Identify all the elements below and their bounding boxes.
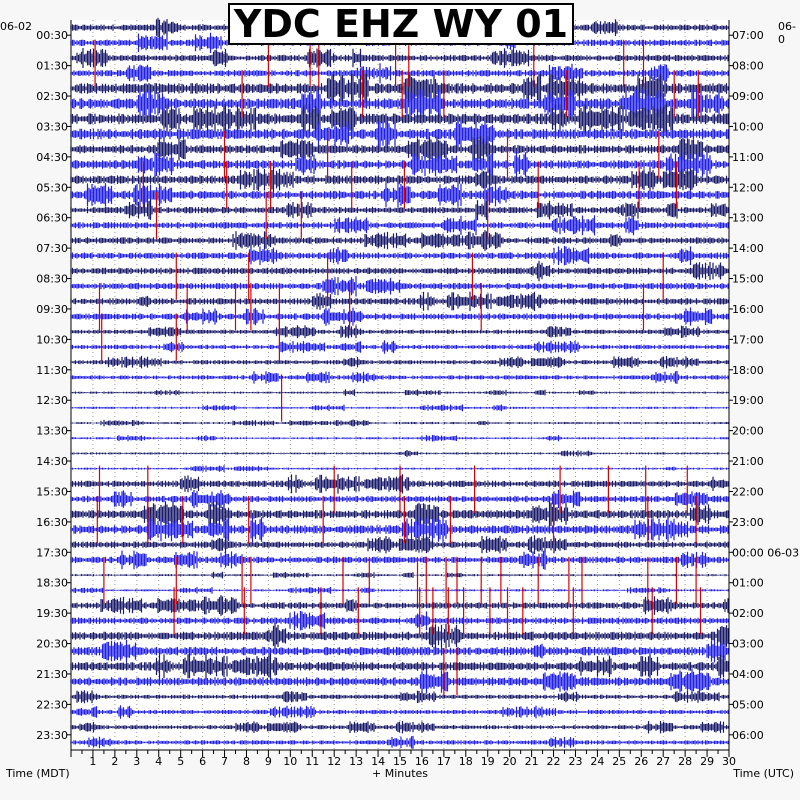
left-time-label-20: 20:30 — [36, 638, 68, 651]
left-time-label-18: 18:30 — [36, 577, 68, 590]
right-time-label-3: 10:00 — [732, 121, 764, 134]
x-tick-label-13: 13 — [349, 755, 363, 768]
left-time-label-13: 13:30 — [36, 425, 68, 438]
x-tick-label-17: 17 — [437, 755, 451, 768]
left-time-label-19: 19:30 — [36, 607, 68, 620]
left-time-label-0: 00:30 — [36, 29, 68, 42]
x-tick-label-30: 30 — [722, 755, 736, 768]
date-label-left: 06-02 — [0, 20, 32, 33]
x-tick-label-25: 25 — [612, 755, 626, 768]
x-tick-label-6: 6 — [199, 755, 206, 768]
right-time-label-15: 22:00 — [732, 486, 764, 499]
y-axis-label-right: Time (UTC) — [732, 767, 794, 780]
left-time-label-12: 12:30 — [36, 394, 68, 407]
right-time-label-0: 07:00 — [732, 29, 764, 42]
right-time-label-22: 05:00 — [732, 698, 764, 711]
x-tick-label-4: 4 — [155, 755, 162, 768]
right-time-label-5: 12:00 — [732, 181, 764, 194]
x-tick-label-18: 18 — [459, 755, 473, 768]
x-tick-label-12: 12 — [327, 755, 341, 768]
x-tick-label-11: 11 — [305, 755, 319, 768]
right-time-label-21: 04:00 — [732, 668, 764, 681]
left-time-label-1: 01:30 — [36, 60, 68, 73]
x-tick-label-2: 2 — [111, 755, 118, 768]
right-time-label-16: 23:00 — [732, 516, 764, 529]
left-time-label-8: 08:30 — [36, 273, 68, 286]
left-time-label-11: 11:30 — [36, 364, 68, 377]
x-tick-label-23: 23 — [569, 755, 583, 768]
x-tick-label-10: 10 — [283, 755, 297, 768]
right-time-label-2: 09:00 — [732, 90, 764, 103]
x-tick-label-16: 16 — [415, 755, 429, 768]
x-tick-label-5: 5 — [177, 755, 184, 768]
y-axis-label-left: Time (MDT) — [5, 767, 70, 780]
minute-gridlines — [71, 20, 729, 750]
right-time-label-20: 03:00 — [732, 638, 764, 651]
left-time-label-16: 16:30 — [36, 516, 68, 529]
date-label-right: 06-0 — [778, 20, 796, 46]
x-tick-label-22: 22 — [547, 755, 561, 768]
left-time-label-21: 21:30 — [36, 668, 68, 681]
right-time-label-18: 01:00 — [732, 577, 764, 590]
right-time-label-4: 11:00 — [732, 151, 764, 164]
right-time-label-23: 06:00 — [732, 729, 764, 742]
x-tick-label-26: 26 — [634, 755, 648, 768]
right-time-label-1: 08:00 — [732, 60, 764, 73]
x-tick-label-15: 15 — [393, 755, 407, 768]
left-time-label-7: 07:30 — [36, 242, 68, 255]
left-time-label-22: 22:30 — [36, 698, 68, 711]
left-time-label-10: 10:30 — [36, 333, 68, 346]
x-tick-label-27: 27 — [656, 755, 670, 768]
right-time-label-14: 21:00 — [732, 455, 764, 468]
left-time-label-14: 14:30 — [36, 455, 68, 468]
left-time-label-23: 23:30 — [36, 729, 68, 742]
x-tick-label-20: 20 — [503, 755, 517, 768]
x-tick-label-8: 8 — [243, 755, 250, 768]
x-tick-label-9: 9 — [265, 755, 272, 768]
right-time-label-11: 18:00 — [732, 364, 764, 377]
x-tick-label-29: 29 — [700, 755, 714, 768]
x-tick-label-14: 14 — [371, 755, 385, 768]
left-time-label-17: 17:30 — [36, 546, 68, 559]
x-tick-label-28: 28 — [678, 755, 692, 768]
x-tick-label-3: 3 — [133, 755, 140, 768]
right-time-label-7: 14:00 — [732, 242, 764, 255]
x-tick-label-19: 19 — [481, 755, 495, 768]
left-time-label-15: 15:30 — [36, 486, 68, 499]
left-time-label-5: 05:30 — [36, 181, 68, 194]
axis-layer: 1 2 3 4 5 6 7 8 9 10 11 12 13 14 15 16 17 18 19 20 21 22 23 24 2… — [5, 20, 799, 780]
right-time-label-12: 19:00 — [732, 394, 764, 407]
left-time-label-6: 06:30 — [36, 212, 68, 225]
right-time-label-13: 20:00 — [732, 425, 764, 438]
x-tick-label-24: 24 — [590, 755, 604, 768]
right-time-label-19: 02:00 — [732, 607, 764, 620]
right-time-label-17: 00:00 06-03 — [732, 546, 799, 559]
x-axis-label: + Minutes — [372, 767, 428, 780]
chart-title: YDC EHZ WY 01 — [228, 3, 574, 45]
event-markers — [94, 39, 702, 696]
x-tick-label-21: 21 — [525, 755, 539, 768]
x-tick-label-7: 7 — [221, 755, 228, 768]
right-time-label-9: 16:00 — [732, 303, 764, 316]
right-time-label-6: 13:00 — [732, 212, 764, 225]
left-time-label-9: 09:30 — [36, 303, 68, 316]
left-time-label-4: 04:30 — [36, 151, 68, 164]
x-tick-label-1: 1 — [89, 755, 96, 768]
right-time-label-10: 17:00 — [732, 333, 764, 346]
left-time-label-2: 02:30 — [36, 90, 68, 103]
left-time-label-3: 03:30 — [36, 121, 68, 134]
right-time-label-8: 15:00 — [732, 273, 764, 286]
